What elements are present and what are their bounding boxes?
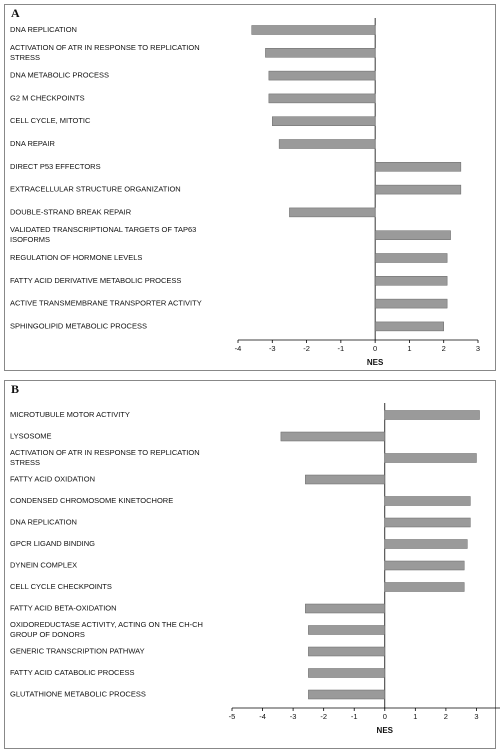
bar [278,139,376,149]
category-label: DIRECT P53 EFFECTORS [10,162,101,171]
x-axis-title: NES [377,726,394,735]
category-label: GPCR LIGAND BINDING [10,539,95,548]
category-label: CONDENSED CHROMOSOME KINETOCHORE [10,496,173,505]
bar [308,625,386,635]
x-tick-label: -2 [303,344,310,353]
category-label: GLUTATHIONE METABOLIC PROCESS [10,689,146,698]
bar [280,431,386,442]
category-label: ACTIVATION OF ATR IN RESPONSE TO REPLICA… [10,448,200,467]
bar [384,582,465,592]
panel-label: A [11,6,20,20]
category-label: DOUBLE-STRAND BREAK REPAIR [10,207,132,216]
bar [265,48,376,58]
category-label: OXIDOREDUCTASE ACTIVITY, ACTING ON THE C… [10,620,203,639]
category-label: ACTIVATION OF ATR IN RESPONSE TO REPLICA… [10,43,200,62]
x-tick-label: 0 [373,344,377,353]
category-label: FATTY ACID CATABOLIC PROCESS [10,668,134,677]
x-tick-label: -2 [320,712,327,721]
category-label: REGULATION OF HORMONE LEVELS [10,253,142,262]
x-tick-label: -3 [290,712,297,721]
panel-frame [4,4,496,371]
x-tick-label: -1 [351,712,358,721]
category-label: DYNEIN COMPLEX [10,560,77,569]
bar [384,539,468,549]
bar [384,560,465,571]
bar [374,162,462,172]
bar [374,321,444,332]
x-tick-label: 1 [413,712,417,721]
x-tick-label: -1 [338,344,345,353]
category-label: G2 M CHECKPOINTS [10,93,85,102]
x-tick-label: -4 [259,712,266,721]
bar [251,25,376,35]
category-label: FATTY ACID DERIVATIVE METABOLIC PROCESS [10,276,181,285]
bar [308,646,386,657]
category-label: CELL CYCLE CHECKPOINTS [10,582,112,591]
category-label: GENERIC TRANSCRIPTION PATHWAY [10,646,145,655]
x-tick-label: 2 [442,344,446,353]
category-label: FATTY ACID OXIDATION [10,474,95,483]
panel-label: B [11,382,19,396]
x-tick-label: 3 [474,712,478,721]
bar [272,116,376,126]
x-tick-label: -5 [229,712,236,721]
category-label: VALIDATED TRANSCRIPTIONAL TARGETS OF TAP… [10,225,196,244]
bar [384,410,480,420]
bar [384,496,471,506]
x-axis-title: NES [367,358,384,367]
category-label: MICROTUBULE MOTOR ACTIVITY [10,410,130,419]
bar [308,689,386,700]
bar [374,298,448,309]
category-label: FATTY ACID BETA-OXIDATION [10,603,117,612]
x-tick-label: 0 [383,712,387,721]
bar [268,70,376,81]
category-label: DNA REPAIR [10,139,55,148]
category-label: CELL CYCLE, MITOTIC [10,116,91,125]
bar [268,93,376,104]
x-tick-label: 3 [476,344,480,353]
bar [384,517,471,528]
bar [289,207,376,218]
bar [305,603,386,614]
x-tick-label: 2 [444,712,448,721]
category-label: DNA REPLICATION [10,517,77,526]
bar [305,474,386,485]
bar [308,668,386,678]
category-label: DNA METABOLIC PROCESS [10,71,109,80]
category-label: LYSOSOME [10,431,52,440]
category-label: DNA REPLICATION [10,25,77,34]
bar [374,184,462,195]
category-label: SPHINGOLIPID METABOLIC PROCESS [10,321,147,330]
x-tick-label: -3 [269,344,276,353]
bar [374,276,448,286]
category-label: EXTRACELLULAR STRUCTURE ORGANIZATION [10,185,181,194]
x-tick-label: 1 [407,344,411,353]
bar [384,453,477,463]
bar [374,253,448,263]
category-label: ACTIVE TRANSMEMBRANE TRANSPORTER ACTIVIT… [10,299,202,308]
x-tick-label: -4 [235,344,242,353]
bar [374,230,451,240]
panel-frame [4,380,496,749]
